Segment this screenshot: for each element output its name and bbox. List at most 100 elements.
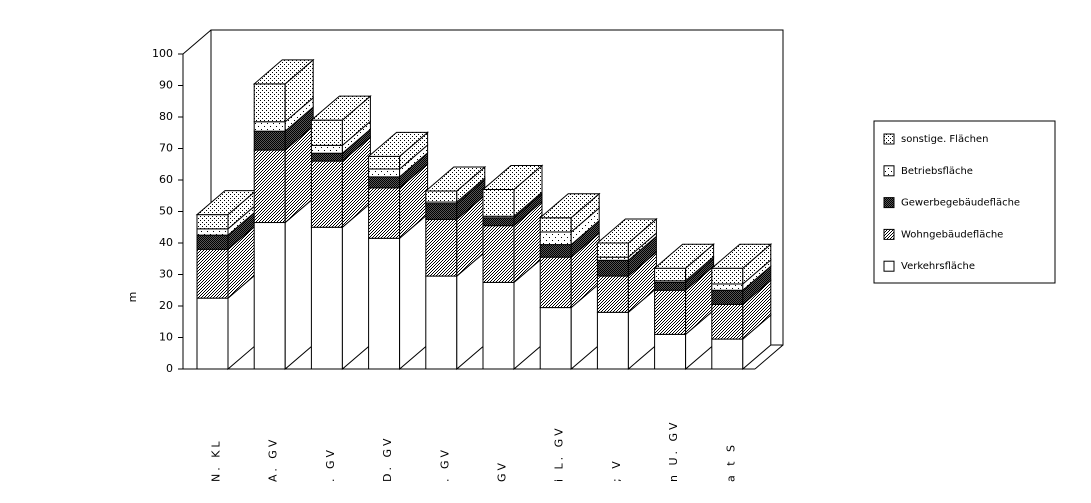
segment-front xyxy=(253,83,286,123)
bar-segment xyxy=(482,200,543,284)
x-tick-label: ; V xyxy=(610,458,623,482)
segment-front xyxy=(539,217,572,233)
segment-front xyxy=(196,214,229,230)
segment-front xyxy=(253,222,286,370)
bar-segment xyxy=(538,192,601,234)
segment-front xyxy=(196,297,229,370)
segment-top xyxy=(310,95,372,121)
x-tick-label: N. KL xyxy=(210,438,223,482)
segment-front xyxy=(654,289,687,335)
bar-segment xyxy=(654,265,715,336)
segment-front xyxy=(196,234,229,250)
segment-top xyxy=(367,131,429,157)
legend-label: Verkehrsfläche xyxy=(901,261,975,272)
legend: Verkehrsfläche Wohngebäudefläche Gewerbege… xyxy=(873,120,1056,284)
segment-front xyxy=(310,144,343,154)
bar-segment xyxy=(425,250,486,371)
segment-front xyxy=(539,256,572,309)
y-tick-label: 90 xyxy=(159,79,173,92)
bar-segment xyxy=(425,194,486,278)
bar-segment xyxy=(310,128,371,163)
bar-segment xyxy=(482,192,543,227)
bar-segment xyxy=(253,197,314,371)
bar-segment xyxy=(195,189,258,230)
segment-front xyxy=(539,231,572,246)
bar-segment xyxy=(196,273,257,371)
bar-segment xyxy=(596,235,657,278)
x-tick-label: . GV xyxy=(324,447,337,482)
left-wall-edge xyxy=(182,29,212,55)
segment-top xyxy=(710,243,773,269)
segment-front xyxy=(596,311,629,370)
segment-front xyxy=(310,160,343,228)
segment-front xyxy=(654,267,687,282)
segment-front xyxy=(711,283,744,291)
x-tick-label: . GV xyxy=(438,447,451,482)
y-tick-label: 0 xyxy=(166,362,173,375)
segment-front xyxy=(368,237,401,370)
bar-segment xyxy=(253,106,314,152)
bar-segment xyxy=(424,165,487,204)
segment-top xyxy=(538,193,601,219)
bar-segment xyxy=(596,250,657,314)
bar-segment xyxy=(481,164,544,218)
segment-front xyxy=(253,149,286,224)
segment-front xyxy=(482,281,515,370)
segment-front xyxy=(482,225,515,283)
legend-label: Gewerbegebäudefläche xyxy=(901,198,1020,209)
x-tick-label: n U. GV xyxy=(667,419,680,482)
segment-front xyxy=(368,155,401,170)
x-tick-label: A. GV xyxy=(267,437,280,482)
legend-label: sonstige. Flächen xyxy=(901,134,988,145)
segment-side xyxy=(284,197,314,371)
y-tick-label: 80 xyxy=(159,110,173,123)
legend-swatch xyxy=(883,133,895,145)
segment-front xyxy=(310,152,343,162)
bar-segment xyxy=(596,217,658,259)
segment-front xyxy=(425,275,458,370)
segment-front xyxy=(368,187,401,239)
segment-front xyxy=(654,281,687,291)
segment-front xyxy=(196,248,229,299)
segment-front xyxy=(482,188,515,217)
segment-front xyxy=(539,307,572,370)
y-tick-label: 70 xyxy=(159,142,173,155)
x-tick-label: i L. GV xyxy=(553,425,566,482)
legend-box xyxy=(873,120,1056,284)
segment-top xyxy=(252,59,315,85)
bar-segment xyxy=(368,213,429,371)
x-tick-label: D. GV xyxy=(381,435,394,482)
segment-front xyxy=(711,303,744,340)
segment-front xyxy=(539,244,572,258)
segment-side xyxy=(399,213,429,371)
y-axis-label: m xyxy=(126,292,139,303)
segment-front xyxy=(482,217,515,227)
bar-segment xyxy=(253,124,314,224)
bar-segment xyxy=(310,95,372,147)
segment-front xyxy=(596,242,629,258)
bar-segment xyxy=(539,219,600,259)
bar-segment xyxy=(368,151,429,189)
bar-segment xyxy=(539,206,600,246)
bar-segment xyxy=(310,202,371,371)
y-tick-label: 50 xyxy=(159,205,173,218)
segment-front xyxy=(310,119,343,146)
segment-front xyxy=(368,168,401,178)
y-tick-label: 20 xyxy=(159,299,173,312)
y-tick-label: 60 xyxy=(159,173,173,186)
segment-front xyxy=(425,190,458,203)
segment-top xyxy=(596,218,658,244)
bar-segment xyxy=(710,243,773,286)
bar-segment xyxy=(711,313,772,371)
segment-front xyxy=(368,176,401,189)
segment-front xyxy=(711,267,744,285)
legend-swatch xyxy=(883,197,895,209)
x-tick-label: a t S xyxy=(724,442,737,482)
segment-front xyxy=(310,226,343,370)
bar-segment xyxy=(654,309,715,371)
bar-segment xyxy=(653,243,715,282)
bar-segment xyxy=(252,58,315,123)
segment-front xyxy=(596,259,629,277)
